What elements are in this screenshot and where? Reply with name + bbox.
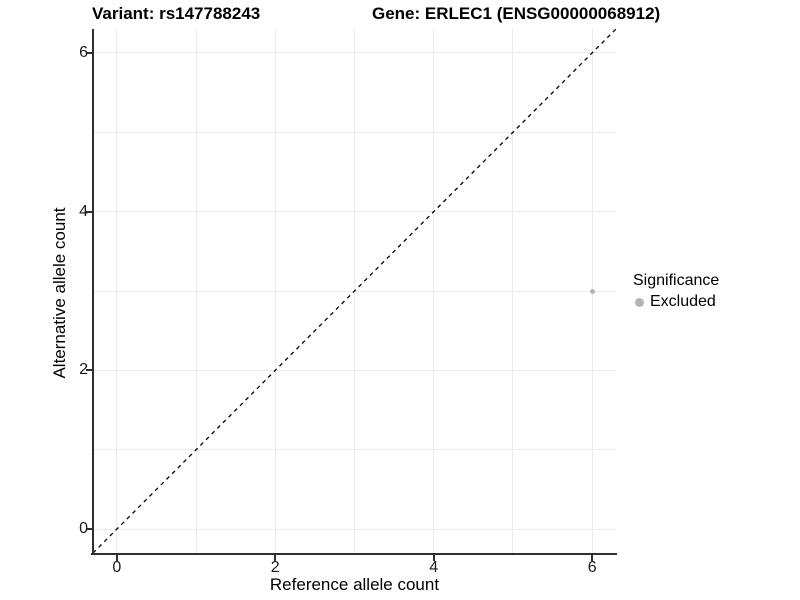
x-tick-label: 0 [112, 559, 122, 576]
x-axis-line [91, 553, 617, 555]
plot-title-gene: Gene: ERLEC1 (ENSG00000068912) [372, 4, 661, 23]
y-tick-mark [86, 369, 92, 372]
y-tick-mark [86, 51, 92, 54]
gridline-horizontal [93, 131, 616, 133]
gridline-horizontal [93, 449, 616, 451]
legend-entries: Excluded [633, 292, 719, 312]
y-tick-mark [86, 528, 92, 531]
data-point [589, 288, 595, 294]
y-tick-label: 6 [79, 43, 88, 61]
plot-title-variant: Variant: rs147788243 [92, 4, 261, 23]
legend: Significance Excluded [633, 272, 719, 312]
gridline-horizontal [93, 211, 616, 213]
y-axis-line [92, 29, 94, 555]
x-tick-mark [115, 555, 118, 561]
x-tick-label: 6 [587, 559, 597, 576]
legend-key-dot [635, 297, 644, 307]
legend-title: Significance [633, 272, 720, 289]
identity-dashed-line [93, 29, 616, 553]
x-tick-mark [591, 555, 594, 561]
y-axis-title: Alternative allele count [50, 207, 69, 379]
x-tick-label: 4 [429, 559, 439, 576]
y-tick-label: 2 [79, 361, 88, 379]
gridline-horizontal [93, 52, 616, 54]
y-tick-label: 4 [79, 202, 88, 220]
plot-panel [93, 29, 616, 553]
x-tick-mark [432, 555, 435, 561]
legend-entry: Excluded [633, 292, 719, 312]
x-axis-title: Reference allele count [269, 575, 440, 594]
gridline-horizontal [93, 369, 616, 371]
gridline-horizontal [93, 528, 616, 530]
y-tick-mark [86, 210, 92, 213]
y-tick-label: 0 [79, 520, 88, 538]
legend-entry-label: Excluded [650, 293, 716, 310]
x-tick-mark [274, 555, 277, 561]
x-tick-label: 2 [270, 559, 280, 576]
